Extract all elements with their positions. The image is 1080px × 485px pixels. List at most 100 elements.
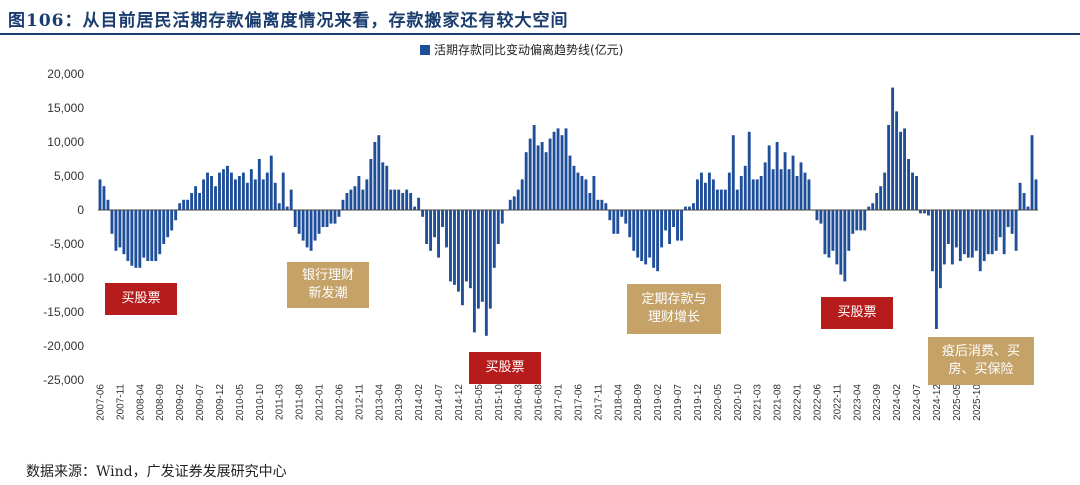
x-tick-label: 2020-10	[733, 384, 744, 421]
bar	[887, 125, 891, 210]
annotation-wealth-mgmt-2011-text: 银行理财 新发潮	[301, 268, 354, 301]
bar	[476, 210, 480, 309]
bar	[592, 176, 596, 210]
bar	[158, 210, 162, 255]
bar	[237, 176, 241, 210]
bar	[337, 210, 341, 217]
bar	[664, 210, 668, 231]
bar	[819, 210, 823, 224]
bar	[628, 210, 632, 238]
x-tick-label: 2012-11	[354, 384, 365, 420]
bar	[652, 210, 656, 268]
bar	[130, 210, 134, 266]
x-tick-label: 2014-02	[414, 384, 425, 421]
bar	[369, 159, 373, 210]
bar	[795, 176, 799, 210]
bar	[572, 165, 576, 210]
bar	[445, 210, 448, 248]
bar	[723, 189, 727, 210]
bar	[938, 210, 942, 289]
x-tick-label: 2015-05	[474, 384, 485, 421]
x-tick-label: 2023-04	[852, 384, 863, 421]
bar	[632, 210, 636, 251]
bar	[672, 210, 675, 227]
x-tick-label: 2008-09	[155, 384, 166, 421]
bar	[417, 197, 421, 210]
bar	[500, 210, 504, 224]
bar	[919, 210, 922, 214]
bar	[210, 176, 213, 210]
bar	[731, 135, 735, 210]
x-tick-label: 2024-02	[892, 384, 903, 421]
bar	[429, 210, 433, 251]
bar	[759, 176, 763, 210]
bar	[692, 203, 695, 210]
bar	[680, 210, 683, 241]
bar	[903, 128, 906, 210]
bar	[711, 179, 715, 210]
bar	[134, 210, 138, 268]
bar	[114, 210, 118, 251]
bar	[958, 210, 962, 261]
annotation-buy-stocks-2021: 买股票	[821, 297, 893, 329]
x-tick-label: 2011-08	[295, 384, 306, 420]
bar	[178, 203, 182, 210]
bar	[998, 210, 1002, 238]
bar	[803, 172, 807, 210]
x-tick-label: 2010-05	[235, 384, 246, 421]
bar	[727, 172, 731, 210]
bar	[257, 159, 261, 210]
bar	[301, 210, 305, 241]
bar	[512, 196, 516, 210]
bar	[118, 210, 122, 248]
bar	[401, 193, 405, 210]
bar	[297, 210, 301, 234]
x-tick-label: 2023-09	[872, 384, 883, 421]
bar	[194, 186, 198, 210]
bar	[990, 210, 994, 255]
bar-chart: 活期存款同比变动偏离趋势线(亿元) 20,000 15,000 10,000 5,00…	[43, 42, 1038, 421]
bar	[978, 210, 982, 272]
bar	[600, 199, 604, 210]
y-tick-label: -10,000	[43, 271, 84, 285]
figure-title: 图106：从目前居民活期存款偏离度情况来看，存款搬家还有较大空间	[8, 11, 569, 31]
bar	[98, 179, 102, 210]
x-tick-label: 2017-06	[574, 384, 585, 421]
bar	[556, 128, 560, 210]
bar	[883, 172, 887, 210]
bar	[468, 210, 472, 289]
x-tick-label: 2009-12	[215, 384, 226, 421]
bar	[982, 210, 986, 261]
x-tick-label: 2007-06	[96, 384, 107, 421]
bar	[321, 210, 325, 227]
bar	[218, 172, 221, 210]
bar	[353, 186, 357, 210]
bar	[241, 172, 245, 210]
bar	[843, 210, 847, 282]
bar	[544, 152, 548, 210]
bar	[735, 189, 739, 210]
legend-swatch	[420, 45, 430, 55]
bar	[986, 210, 990, 255]
bar	[707, 172, 711, 210]
bar	[879, 186, 883, 210]
bar	[377, 135, 381, 210]
bar	[285, 206, 289, 210]
bar	[668, 210, 671, 244]
bar	[871, 203, 875, 210]
bar	[568, 155, 572, 210]
x-tick-label: 2013-04	[374, 384, 385, 421]
bar	[966, 210, 970, 258]
bar	[269, 155, 273, 210]
x-tick-label: 2011-03	[275, 384, 286, 420]
bar	[560, 135, 564, 210]
bar	[405, 189, 409, 210]
x-tick-label: 2017-01	[554, 384, 565, 421]
bar	[277, 203, 281, 210]
x-tick-label: 2021-08	[773, 384, 784, 421]
bar	[397, 189, 401, 210]
bar	[994, 210, 998, 251]
bar	[747, 131, 751, 210]
bar	[1002, 210, 1006, 255]
bar	[265, 172, 269, 210]
